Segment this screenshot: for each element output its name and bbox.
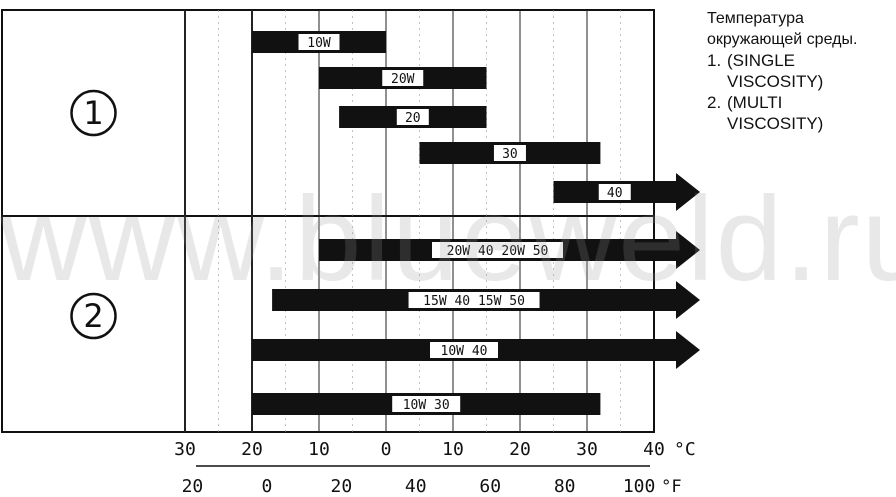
legend-item-number: 1. bbox=[707, 51, 722, 70]
celsius-tick-label: 0 bbox=[381, 439, 392, 460]
range-bar-label-box bbox=[396, 109, 429, 125]
celsius-tick-label: 20 bbox=[509, 439, 531, 460]
legend-item-label: (MULTI VISCOSITY) bbox=[727, 93, 824, 133]
legend: Температура окружающей среды. 1. (SINGLE … bbox=[707, 8, 892, 134]
celsius-unit-label: °C bbox=[674, 439, 696, 460]
celsius-tick-label: 10 bbox=[308, 439, 330, 460]
range-bar-label-box bbox=[430, 342, 498, 358]
chart-bars: 10W 20W 20 30 40 20W 40 20W 50 15W 40 15W 50 10… bbox=[252, 31, 700, 415]
range-bar-arrowhead bbox=[676, 173, 700, 211]
range-bar-label: 10W 40 bbox=[441, 344, 488, 359]
legend-item-label: (SINGLE VISCOSITY) bbox=[727, 51, 824, 91]
celsius-tick-label: 30 bbox=[174, 439, 196, 460]
fahrenheit-tick-label: 0 bbox=[261, 476, 272, 497]
range-bar-label-box bbox=[408, 292, 540, 308]
range-bar-label-box bbox=[598, 184, 631, 200]
range-bar-label-box bbox=[382, 70, 424, 86]
fahrenheit-tick-label: 100 bbox=[623, 476, 656, 497]
section-marker-label: 1 bbox=[83, 94, 103, 132]
range-bar-label-box bbox=[298, 34, 340, 50]
celsius-tick-label: 30 bbox=[576, 439, 598, 460]
legend-item-multi: 2. (MULTI VISCOSITY) bbox=[707, 92, 892, 134]
section-marker-label: 2 bbox=[83, 297, 103, 335]
range-bar-label: 20W bbox=[391, 72, 415, 87]
range-bar-label: 40 bbox=[607, 186, 623, 201]
chart-frame bbox=[1, 9, 655, 433]
chart-grid: 12 bbox=[1, 9, 655, 433]
range-bar-label: 15W 40 15W 50 bbox=[423, 294, 525, 309]
range-bar-label-box bbox=[493, 145, 526, 161]
fahrenheit-unit-label: °F bbox=[661, 477, 681, 497]
celsius-tick-label: 10 bbox=[442, 439, 464, 460]
section-marker-circle bbox=[70, 89, 117, 137]
section-marker-circle bbox=[70, 292, 117, 340]
range-bar-label: 20W 40 20W 50 bbox=[447, 244, 549, 259]
celsius-tick-label: 20 bbox=[241, 439, 263, 460]
fahrenheit-tick-label: 40 bbox=[405, 476, 427, 497]
legend-title: Температура окружающей среды. bbox=[707, 10, 858, 48]
range-bar-arrowhead bbox=[676, 331, 700, 369]
celsius-tick-label: 40 bbox=[643, 439, 665, 460]
fahrenheit-tick-label: 60 bbox=[479, 476, 501, 497]
range-bar-label-box bbox=[432, 242, 563, 258]
range-bar-label: 30 bbox=[502, 147, 518, 162]
range-bar-label: 20 bbox=[405, 111, 421, 126]
range-bar-label: 10W bbox=[307, 36, 331, 51]
range-bar-label-box bbox=[392, 396, 461, 412]
fahrenheit-tick-label: 20 bbox=[330, 476, 352, 497]
range-bar-label: 10W 30 bbox=[403, 398, 450, 413]
chart-axes: 30 20 10 0 10 20 30 40 °C20 0 20 40 60 80 100 °F bbox=[174, 439, 696, 497]
legend-item-single: 1. (SINGLE VISCOSITY) bbox=[707, 50, 892, 92]
legend-item-number: 2. bbox=[707, 93, 722, 112]
range-bar-arrowhead bbox=[676, 281, 700, 319]
fahrenheit-tick-label: 20 bbox=[182, 476, 204, 497]
fahrenheit-tick-label: 80 bbox=[554, 476, 576, 497]
range-bar-arrowhead bbox=[676, 231, 700, 269]
